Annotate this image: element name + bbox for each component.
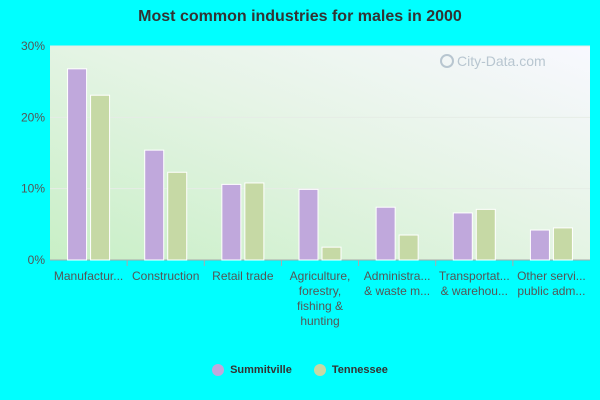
y-tick-label: 30% [21, 39, 45, 53]
legend-item-series-1: Summitville [212, 364, 292, 376]
bar-series-1[interactable] [375, 206, 396, 261]
chart-title: Most common industries for males in 2000 [138, 8, 462, 25]
legend-label-series-2: Tennessee [331, 364, 388, 376]
legend: Summitville Tennessee [0, 364, 600, 376]
bar-series-2[interactable] [398, 234, 419, 261]
y-tick-label: 0% [28, 253, 46, 267]
legend-label-series-1: Summitville [230, 364, 292, 376]
legend-swatch-series-1 [212, 364, 225, 376]
plot-background [50, 46, 590, 260]
bar-series-2[interactable] [167, 171, 188, 261]
bar-series-1[interactable] [452, 212, 473, 261]
bar-series-1[interactable] [529, 229, 550, 261]
x-category-label: Manufactur... [54, 269, 123, 283]
watermark-text: City-Data.com [457, 53, 546, 69]
y-tick-label: 10% [21, 182, 45, 196]
bar-series-2[interactable] [552, 227, 573, 261]
y-tick-label: 20% [21, 110, 45, 124]
bar-series-2[interactable] [90, 94, 111, 261]
x-category-label: Construction [132, 269, 199, 283]
bar-series-2[interactable] [244, 182, 265, 261]
bar-series-1[interactable] [221, 183, 242, 261]
x-category-label: Transportat... & warehou... [439, 269, 510, 298]
bar-series-1[interactable] [144, 149, 165, 261]
x-category-label: Other servi... public adm... [517, 269, 586, 298]
watermark-icon [440, 54, 454, 68]
legend-swatch-series-2 [313, 364, 326, 376]
bar-series-1[interactable] [298, 188, 319, 261]
x-category-label: Retail trade [212, 269, 274, 283]
bar-series-2[interactable] [321, 246, 342, 261]
x-category-label: Agriculture, forestry, fishing & hunting [290, 269, 351, 328]
bar-series-2[interactable] [475, 208, 496, 261]
bar-series-1[interactable] [67, 68, 88, 261]
watermark: City-Data.com [440, 53, 546, 69]
legend-item-series-2: Tennessee [313, 364, 388, 376]
x-category-label: Administra... & waste m... [364, 269, 431, 298]
